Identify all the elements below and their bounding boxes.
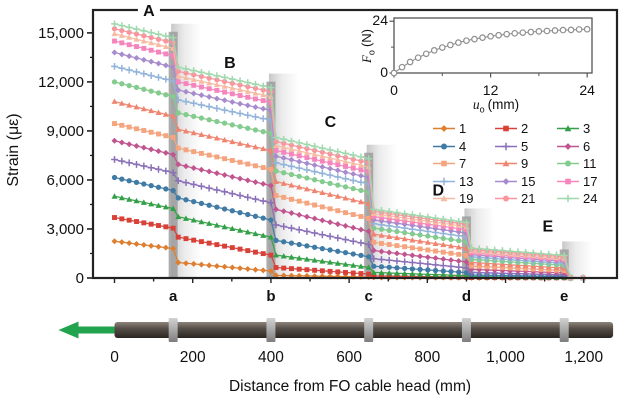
inset-x-tick: 0 (390, 82, 398, 98)
region-label-D: D (433, 183, 445, 200)
inset-y-tick: 24 (372, 12, 388, 28)
pull-direction-arrow (58, 321, 115, 339)
region-label-E: E (542, 219, 553, 236)
y-tick-label: 0 (76, 270, 84, 287)
cable-bar (114, 322, 614, 338)
inset-y-tick: 0 (380, 64, 388, 80)
series-u9 (111, 98, 586, 281)
inset-x-tick: 24 (579, 82, 595, 98)
distance-label-1200: 1,200 (564, 349, 603, 366)
region-labels: A B C D E (137, 1, 553, 236)
anchor-letters: a b c d e (169, 288, 568, 305)
region-label-C: C (325, 114, 337, 131)
y-tick-label: 15,000 (38, 25, 84, 42)
anchor-bar-c (364, 152, 374, 278)
region-label-A: A (143, 3, 155, 20)
anchor-letter-c: c (365, 288, 373, 305)
cable-clamp-d (461, 318, 471, 342)
distance-label-1000: 1,000 (486, 349, 525, 366)
anchor-letter-e: e (560, 288, 568, 305)
distance-tick-labels: 0 200 400 600 800 1,000 1,200 (110, 349, 603, 366)
distance-label-400: 400 (258, 349, 284, 366)
y-tick-label: 6,000 (46, 172, 84, 189)
cable-clamp-a (168, 318, 178, 342)
inset-chart: 0 12 24 24 0 (372, 12, 595, 98)
series-u24 (111, 20, 587, 282)
x-axis (113, 278, 585, 283)
series-u7 (112, 121, 586, 281)
y-tick-label: 12,000 (38, 74, 84, 91)
distance-label-800: 800 (414, 349, 440, 366)
cable-schematic (58, 318, 614, 342)
y-axis: 0 3,000 6,000 9,000 12,000 15,000 (38, 25, 93, 287)
anchor-letter-b: b (266, 288, 275, 305)
cable-clamp-c (364, 318, 374, 342)
distance-label-200: 200 (180, 349, 206, 366)
anchor-letter-a: a (169, 288, 178, 305)
distance-label-600: 600 (336, 349, 362, 366)
series-u11 (111, 79, 586, 281)
plot-frame (91, 8, 619, 280)
cable-clamp-b (266, 318, 276, 342)
anchor-bar-b (266, 81, 276, 278)
y-tick-label: 3,000 (46, 221, 84, 238)
distance-label-0: 0 (110, 349, 119, 366)
anchor-letter-d: d (462, 288, 471, 305)
cable-clamp-e (559, 318, 569, 342)
y-tick-label: 9,000 (46, 123, 84, 140)
region-label-B: B (224, 55, 236, 72)
inset-x-tick: 12 (483, 82, 499, 98)
